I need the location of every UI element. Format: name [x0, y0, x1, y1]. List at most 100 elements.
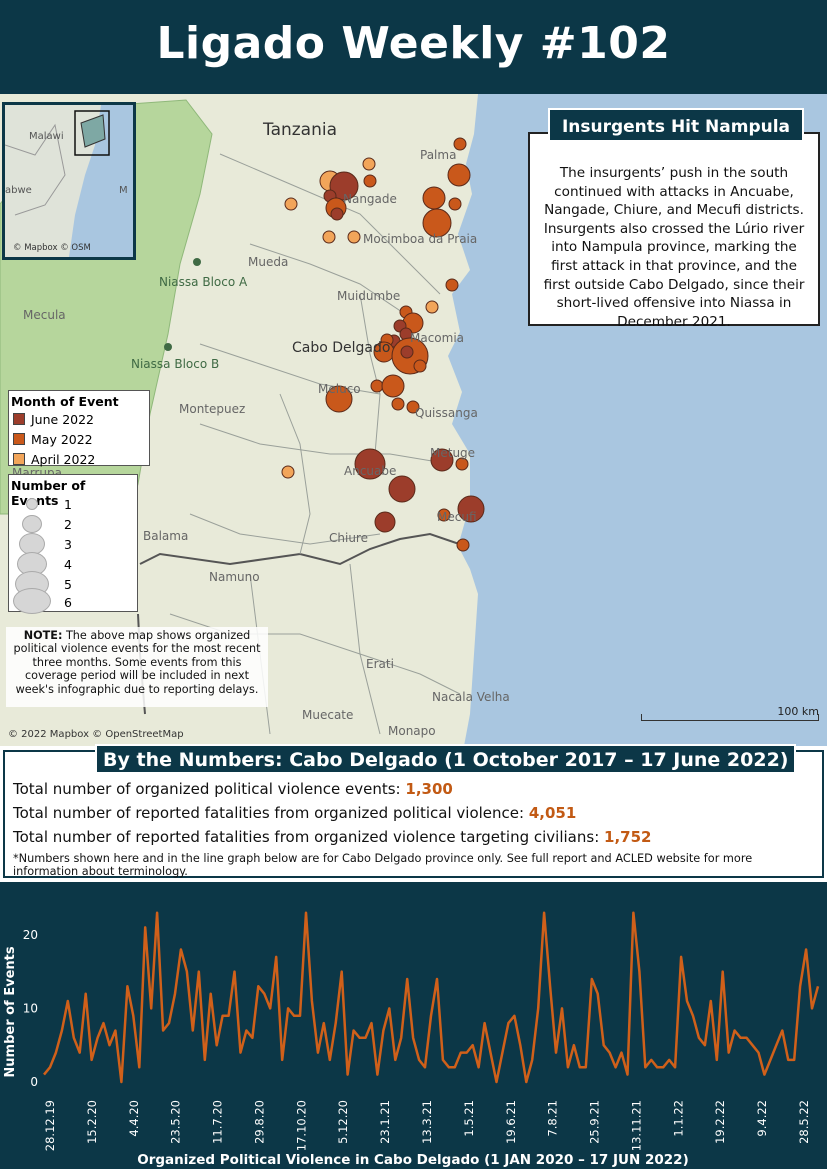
- legend-item: April 2022: [13, 449, 149, 469]
- event-marker: [322, 230, 336, 244]
- note-label: NOTE:: [23, 629, 63, 642]
- place-label: Muidumbe: [337, 289, 401, 303]
- x-tick-label: 1.5.21: [462, 1100, 476, 1137]
- legend-item: June 2022: [13, 409, 149, 429]
- x-tick-label: 11.7.20: [211, 1100, 225, 1144]
- inset-label: abwe: [5, 185, 32, 196]
- size-label: 6: [64, 595, 72, 610]
- event-marker: [447, 163, 471, 187]
- size-label: 1: [64, 497, 72, 512]
- legend-swatch: [13, 453, 25, 465]
- event-marker: [425, 300, 439, 314]
- map-copyright: © 2022 Mapbox © OpenStreetMap: [8, 729, 184, 740]
- story-body: The insurgents’ push in the south contin…: [543, 165, 805, 330]
- y-tick-label: 0: [30, 1075, 38, 1089]
- map-panel[interactable]: Tanzania Palma Nangade Mocimboa da Praia…: [0, 94, 827, 746]
- legend-size-item: 1: [9, 495, 137, 515]
- legend-size-item: 6: [9, 588, 137, 614]
- event-marker: [325, 385, 353, 413]
- legend-label: June 2022: [31, 411, 95, 427]
- event-marker: [330, 207, 344, 221]
- numbers-panel: By the Numbers: Cabo Delgado (1 October …: [0, 744, 827, 882]
- place-label: Mecufi: [437, 510, 477, 524]
- chart-title: Organized Political Violence in Cabo Del…: [137, 1152, 689, 1168]
- inset-label: Malawi: [29, 131, 64, 142]
- legend-label: May 2022: [31, 431, 93, 447]
- x-tick-label: 28.5.22: [797, 1100, 811, 1144]
- scale-label: 100 km: [777, 705, 819, 718]
- tree-icon: [193, 258, 201, 266]
- x-tick-label: 19.6.21: [504, 1100, 518, 1144]
- inset-sea: [69, 105, 133, 257]
- numbers-box: By the Numbers: Cabo Delgado (1 October …: [3, 744, 824, 878]
- x-tick-label: 7.8.21: [546, 1100, 560, 1137]
- x-tick-label: 13.3.21: [420, 1100, 434, 1144]
- x-tick-label: 15.2.20: [85, 1100, 99, 1144]
- event-marker: [281, 465, 295, 479]
- scale-bar: 100 km: [641, 705, 819, 721]
- place-label: Mecula: [23, 308, 66, 322]
- place-label: Metuge: [430, 446, 476, 460]
- legend-size-item: 2: [9, 515, 137, 535]
- y-axis-label: Number of Events: [3, 946, 18, 1077]
- place-label: Palma: [420, 148, 457, 162]
- size-label: 3: [64, 537, 72, 552]
- stat-events: Total number of organized political viol…: [13, 780, 453, 798]
- x-tick-label: 25.9.21: [588, 1100, 602, 1144]
- place-label: Monapo: [388, 724, 436, 738]
- legend-size: Number of Events 1 2 3 4 5 6: [8, 474, 138, 614]
- x-tick-label: 9.4.22: [755, 1100, 769, 1137]
- event-marker: [457, 495, 485, 523]
- size-label: 4: [64, 557, 72, 572]
- size-circle: [13, 588, 51, 614]
- place-label: Cabo Delgado: [292, 340, 391, 356]
- event-marker: [347, 230, 361, 244]
- event-marker: [374, 511, 396, 533]
- place-label: Quissanga: [415, 406, 478, 420]
- place-label: Niassa Bloco A: [159, 275, 248, 289]
- place-label: Balama: [143, 529, 189, 543]
- x-tick-label: 23.1.21: [378, 1100, 392, 1144]
- inset-province: [80, 114, 106, 148]
- place-label: Nacala Velha: [432, 690, 510, 704]
- event-marker: [381, 374, 405, 398]
- event-marker: [437, 508, 451, 522]
- event-marker: [448, 197, 462, 211]
- legend-item: May 2022: [13, 429, 149, 449]
- story-box: Insurgents Hit Nampula The insurgents’ p…: [528, 108, 820, 330]
- event-marker: [362, 157, 376, 171]
- tree-icon: [164, 343, 172, 351]
- place-label: Mueda: [248, 255, 289, 269]
- x-tick-label: 29.8.20: [252, 1100, 266, 1144]
- place-label: Muecate: [302, 708, 354, 722]
- inset-canvas: [5, 105, 133, 257]
- event-marker: [388, 475, 416, 503]
- place-label: Namuno: [209, 570, 260, 584]
- size-circle: [26, 498, 38, 510]
- page-title: Ligado Weekly #102: [156, 18, 671, 69]
- numbers-title: By the Numbers: Cabo Delgado (1 October …: [95, 744, 797, 774]
- stat-value: 4,051: [528, 804, 577, 822]
- series-line: [43, 911, 820, 1084]
- x-tick-label: 28.12.19: [43, 1100, 57, 1151]
- inset-border: [5, 123, 66, 216]
- stat-label: Total number of organized political viol…: [13, 780, 406, 798]
- stat-civilian-fatalities: Total number of reported fatalities from…: [13, 828, 651, 846]
- event-marker: [370, 379, 384, 393]
- place-label: Ancuabe: [344, 464, 397, 478]
- stat-value: 1,300: [405, 780, 453, 798]
- inset-copyright: © Mapbox © OSM: [13, 243, 91, 253]
- legend-label: April 2022: [31, 451, 96, 467]
- legend-swatch: [13, 433, 25, 445]
- event-marker: [453, 137, 467, 151]
- place-label: Chiure: [329, 531, 368, 545]
- event-marker: [430, 448, 454, 472]
- road-line: [139, 532, 466, 566]
- header-bar: Ligado Weekly #102: [0, 0, 827, 94]
- size-circle: [22, 515, 42, 533]
- line-chart: 0 10 20 28.12.19 15.2.20 4.4.20 23.5.20 11.7.2…: [3, 911, 820, 1168]
- inset-label: M: [119, 185, 128, 196]
- event-marker: [413, 359, 427, 373]
- map-note: NOTE: The above map shows organized poli…: [6, 627, 268, 707]
- inset-extent-box: [74, 110, 110, 156]
